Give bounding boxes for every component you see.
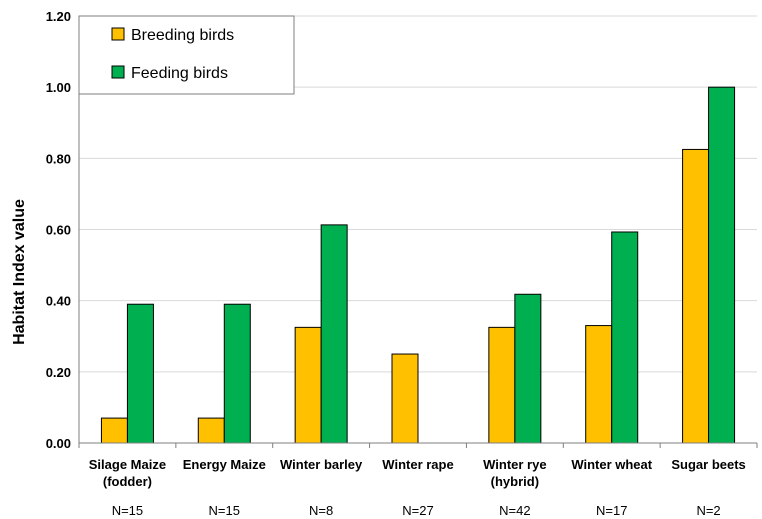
x-tick-label: Winter rye (hybrid) (483, 457, 546, 489)
y-tick-label: 0.40 (46, 294, 71, 309)
y-axis-title: Habitat Index value (11, 199, 28, 345)
y-tick-label: 0.20 (46, 365, 71, 380)
sample-size-label: N=15 (209, 503, 240, 518)
bars (100, 86, 736, 444)
bar-breeding-birds (391, 353, 419, 444)
x-tick-label: Winter barley (280, 457, 363, 472)
sample-size-label: N=17 (596, 503, 627, 518)
legend-swatch (111, 65, 125, 79)
bar-breeding-birds (682, 148, 710, 444)
legend-swatch (111, 27, 125, 41)
bar-breeding-birds (488, 326, 516, 444)
legend: Breeding birds Feeding birds (78, 15, 295, 95)
legend-label: Breeding birds (131, 27, 234, 44)
bar-feeding-birds (126, 303, 154, 444)
y-axis-ticks: 0.00 0.20 0.40 0.60 0.80 1.00 1.20 (46, 9, 71, 451)
y-tick-label: 1.00 (46, 80, 71, 95)
x-tick-label: Energy Maize (183, 457, 266, 472)
sample-size-label: N=8 (309, 503, 333, 518)
sample-size-label: N=2 (696, 503, 720, 518)
sample-size-label: N=42 (499, 503, 530, 518)
bar-breeding-birds (294, 326, 322, 444)
y-tick-label: 0.80 (46, 151, 71, 166)
sample-size-labels: N=15 N=15 N=8 N=27 N=42 N=17 N=2 (112, 503, 721, 518)
x-tick-label: Sugar beets (671, 457, 745, 472)
bar-feeding-birds (320, 224, 348, 444)
y-tick-label: 1.20 (46, 9, 71, 24)
bar-feeding-birds (611, 231, 639, 444)
legend-label: Feeding birds (131, 65, 228, 82)
bar-feeding-birds (223, 303, 251, 444)
bar-breeding-birds (585, 325, 613, 444)
bar-feeding-birds (514, 293, 542, 444)
x-tick-label: Winter rape (382, 457, 453, 472)
x-axis-labels: Silage Maize (fodder) Energy Maize Winter b… (89, 457, 746, 489)
y-tick-label: 0.00 (46, 436, 71, 451)
sample-size-label: N=15 (112, 503, 143, 518)
bar-breeding-birds (197, 417, 225, 444)
sample-size-label: N=27 (402, 503, 433, 518)
x-tick-label: Silage Maize (fodder) (89, 457, 166, 489)
bar-feeding-birds (708, 86, 736, 444)
x-tick-label: Winter wheat (571, 457, 652, 472)
bar-breeding-birds (100, 417, 128, 444)
y-tick-label: 0.60 (46, 223, 71, 238)
